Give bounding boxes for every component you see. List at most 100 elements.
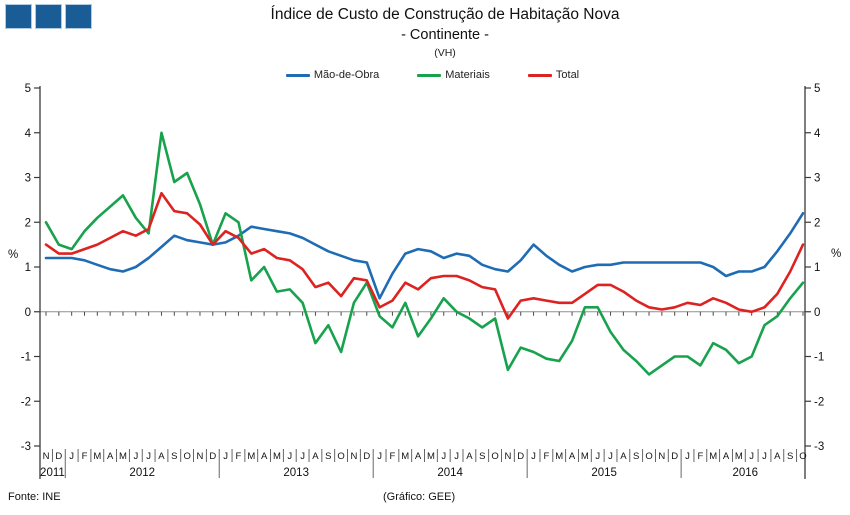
legend-label: Materiais (445, 69, 490, 81)
x-month-label: M (93, 451, 101, 462)
series-line-total (44, 191, 805, 320)
legend-item-total: Total (527, 69, 580, 81)
y-tick-label-right: 4 (814, 128, 821, 140)
x-month-label: M (555, 451, 563, 462)
series-line-m-o-de-obra (44, 212, 805, 300)
x-month-label: A (620, 451, 627, 462)
legend-swatch-red-icon (527, 73, 552, 77)
x-month-label: M (273, 451, 281, 462)
y-tick-label-left: 5 (25, 83, 31, 95)
source-note: Fonte: INE (8, 491, 61, 503)
x-month-label: N (658, 451, 665, 462)
x-month-label: A (158, 451, 165, 462)
y-tick-label-left: 4 (25, 128, 32, 140)
x-month-label: F (390, 451, 396, 462)
x-month-label: N (197, 451, 204, 462)
percent-label-right: % (831, 248, 841, 260)
x-month-label: O (645, 451, 652, 462)
x-month-label: M (119, 451, 127, 462)
x-month-label: J (454, 451, 459, 462)
x-month-label: J (595, 451, 600, 462)
x-month-label: J (685, 451, 690, 462)
logo-square (65, 4, 92, 29)
logo (5, 4, 92, 29)
x-month-label: D (209, 451, 216, 462)
x-month-label: D (55, 451, 62, 462)
percent-label-left: % (8, 249, 18, 261)
legend-label: Mão-de-Obra (313, 69, 380, 81)
legend-label: Total (555, 69, 580, 81)
x-month-label: O (337, 451, 344, 462)
x-month-label: D (517, 451, 524, 462)
x-month-label: J (223, 451, 228, 462)
y-tick-label-left: -1 (21, 352, 31, 364)
x-month-label: A (312, 451, 319, 462)
x-year-label-2014: 2014 (437, 467, 463, 479)
x-month-label: O (183, 451, 190, 462)
y-tick-label-left: -3 (21, 441, 31, 453)
y-tick-label-right: 0 (814, 307, 820, 319)
legend-swatch-blue-icon (285, 73, 310, 77)
logo-square (35, 4, 62, 29)
x-month-label: N (43, 451, 50, 462)
x-month-label: F (543, 451, 549, 462)
chart-title: Índice de Custo de Construção de Habitaç… (270, 6, 620, 23)
y-tick-label-left: 2 (25, 217, 31, 229)
x-month-label: J (69, 451, 74, 462)
x-month-label: J (377, 451, 382, 462)
x-month-label: A (569, 451, 576, 462)
x-year-label-2012: 2012 (129, 467, 155, 479)
x-month-label: A (415, 451, 422, 462)
x-month-label: A (466, 451, 473, 462)
x-month-label: S (479, 451, 485, 462)
x-month-label: M (581, 451, 589, 462)
x-month-label: J (133, 451, 138, 462)
x-month-label: A (723, 451, 730, 462)
y-tick-label-right: -3 (814, 441, 824, 453)
logo-square (5, 4, 32, 29)
x-month-label: N (350, 451, 357, 462)
x-month-label: A (261, 451, 268, 462)
y-tick-label-right: 5 (814, 83, 820, 95)
x-year-label-2011: 2011 (40, 467, 65, 479)
x-month-label: M (735, 451, 743, 462)
x-month-label: M (401, 451, 409, 462)
x-month-label: S (787, 451, 793, 462)
y-tick-label-right: 1 (814, 262, 820, 274)
y-tick-label-left: 0 (25, 307, 31, 319)
y-tick-label-right: -1 (814, 352, 824, 364)
y-tick-label-right: 3 (814, 173, 820, 185)
title-block: Índice de Custo de Construção de Habitaç… (0, 6, 850, 59)
x-month-label: A (774, 451, 781, 462)
chart-title-line2: - Continente - (401, 27, 489, 43)
x-month-label: S (325, 451, 331, 462)
x-month-label: D (671, 451, 678, 462)
x-year-label-2015: 2015 (591, 467, 617, 479)
x-month-label: J (762, 451, 767, 462)
legend-item-materiais: Materiais (417, 69, 490, 81)
x-month-label: J (608, 451, 613, 462)
x-month-label: J (287, 451, 292, 462)
chart-subtitle: (VH) (434, 47, 456, 59)
y-tick-label-left: -2 (21, 396, 31, 408)
x-month-label: F (82, 451, 88, 462)
x-month-label: J (300, 451, 305, 462)
x-year-label-2013: 2013 (283, 467, 309, 479)
series-line-materiais (44, 131, 805, 376)
x-month-label: J (441, 451, 446, 462)
x-month-label: M (709, 451, 717, 462)
x-month-label: M (427, 451, 435, 462)
x-month-label: J (146, 451, 151, 462)
y-tick-label-left: 3 (25, 173, 31, 185)
x-month-label: J (749, 451, 754, 462)
legend-swatch-green-icon (417, 73, 442, 77)
x-month-label: O (491, 451, 498, 462)
x-month-label: F (697, 451, 703, 462)
x-month-label: J (531, 451, 536, 462)
credit-note: (Gráfico: GEE) (383, 491, 456, 503)
x-month-label: S (633, 451, 639, 462)
y-tick-label-right: 2 (814, 217, 820, 229)
x-month-label: M (247, 451, 255, 462)
y-tick-label-right: -2 (814, 396, 824, 408)
